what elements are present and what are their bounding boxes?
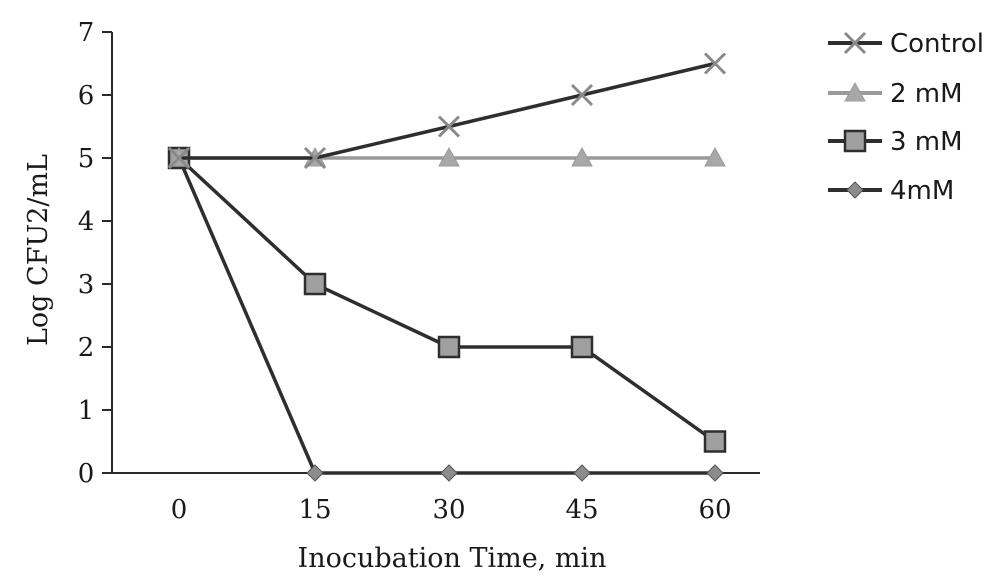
legend-item-control: Control [828,29,984,59]
y-tick-label: 6 [78,81,95,111]
y-tick-label: 3 [78,270,95,300]
data-point-2-mm [438,146,460,167]
legend-marker [844,81,866,102]
data-point-2-mm [571,146,593,167]
legend-marker [843,129,867,153]
data-point-4mm [306,464,324,482]
data-point-control [437,115,461,138]
series-line-4mm [177,157,715,475]
data-point-control [703,52,727,75]
data-point-control [570,83,594,107]
legend-label: 4mM [890,176,954,206]
data-point-4mm [573,464,591,482]
legend-marker [843,31,867,55]
y-tick-label: 5 [78,144,95,174]
legend-label: 2 mM [890,79,963,109]
y-tick-label: 7 [78,18,95,48]
legend-marker [846,181,864,199]
series-4mm [170,149,724,482]
y-axis-ticks: 0 1 2 3 4 5 6 7 [78,18,112,489]
x-tick-label: 45 [565,495,598,525]
series-line-control [179,61,716,160]
legend: Control 2 mM 3 mM 4mM [828,29,984,206]
y-tick-label: 0 [78,459,95,489]
axes [111,32,760,474]
y-tick-label: 2 [78,333,95,363]
x-tick-label: 60 [698,495,731,525]
data-point-3-mm [703,430,727,453]
legend-item-2-mm: 2 mM [828,79,963,109]
series-3-mm [167,146,727,453]
data-point-2-mm [704,146,726,167]
data-point-3-mm [437,335,461,359]
data-point-4mm [706,464,724,482]
legend-item-4mm: 4mM [828,176,954,206]
series-group [167,52,727,482]
series-line-3-mm [177,156,717,443]
data-point-control [167,146,191,170]
y-tick-label: 4 [78,207,95,237]
legend-label: Control [890,29,984,59]
x-tick-label: 0 [171,495,188,525]
data-point-control [303,146,327,170]
legend-item-3-mm: 3 mM [828,127,963,157]
y-tick-label: 1 [78,396,95,426]
series-control [167,52,727,170]
data-point-3-mm [303,272,327,296]
x-tick-label: 30 [432,495,465,525]
y-axis-label: Log CFU2/mL [23,154,54,346]
data-point-3-mm [570,335,594,359]
data-point-4mm [440,464,458,482]
legend-label: 3 mM [890,127,963,157]
x-axis-ticks: 0 15 30 45 60 [171,495,732,525]
x-tick-label: 15 [298,495,331,525]
x-axis-label: Inocubation Time, min [298,543,607,574]
